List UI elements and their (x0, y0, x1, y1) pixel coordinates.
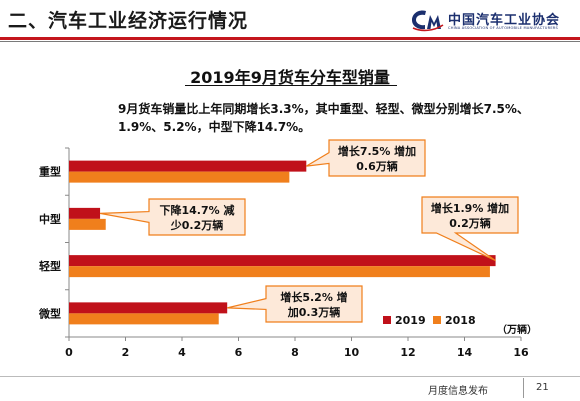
summary-text: 9月货车销量比上年同期增长3.3%，其中重型、轻型、微型分别增长7.5%、1.9… (118, 102, 529, 134)
x-axis-unit: （万辆） (497, 323, 537, 336)
category-label: 轻型 (39, 259, 61, 273)
annotation-text: 增长1.9% 增加 (431, 201, 509, 215)
bar-2019 (69, 302, 228, 314)
header-rule-thin (0, 41, 580, 42)
logo: 中国汽车工业协会 CHINA ASSOCIATION OF AUTOMOBILE… (410, 8, 578, 34)
category-label: 微型 (38, 306, 61, 320)
x-tick-label: 0 (65, 346, 73, 359)
footer-label: 月度信息发布 (428, 386, 488, 397)
legend-label-2018: 2018 (445, 314, 476, 327)
caam-logo-icon (412, 10, 444, 32)
logo-text: 中国汽车工业协会 (448, 13, 561, 28)
annotation-callout (227, 285, 363, 323)
bar-2018 (69, 313, 219, 325)
legend-label-2019: 2019 (395, 314, 426, 327)
header-rule (0, 37, 580, 40)
legend-swatch-2019 (383, 316, 391, 324)
bar-2018 (69, 171, 290, 183)
x-tick-label: 2 (122, 346, 130, 359)
x-tick-label: 8 (291, 346, 299, 359)
footer-separator (523, 378, 524, 398)
chart-title: 2019年9月货车分车型销量 (190, 68, 390, 87)
annotation-text: 加0.3万辆 (287, 305, 341, 319)
annotation-callout (421, 196, 519, 262)
annotation-callout (99, 198, 246, 236)
annotation-text: 增长7.5% 增加 (338, 144, 416, 158)
x-tick-label: 4 (178, 346, 186, 359)
annotation-text: 少0.2万辆 (170, 218, 224, 232)
x-tick-label: 6 (235, 346, 243, 359)
bar-2018 (69, 266, 490, 278)
x-tick-label: 10 (344, 346, 360, 359)
annotation-text: 0.6万辆 (356, 159, 398, 173)
bar-2019 (69, 207, 101, 219)
chart-title-underline (185, 85, 397, 86)
x-tick-label: 16 (513, 346, 529, 359)
x-tick-label: 14 (457, 346, 473, 359)
annotation-text: 增长5.2% 增 (280, 290, 347, 304)
x-tick-label: 12 (400, 346, 415, 359)
legend-swatch-2018 (433, 316, 441, 324)
logo-subtext: CHINA ASSOCIATION OF AUTOMOBILE MANUFACT… (448, 26, 558, 30)
footer-rule (0, 376, 580, 377)
annotation-text: 下降14.7% 减 (160, 203, 235, 217)
annotation-text: 0.2万辆 (449, 216, 491, 230)
bar-2019 (69, 160, 307, 172)
page-number: 21 (536, 382, 549, 393)
bar-2019 (69, 255, 496, 267)
category-label: 重型 (39, 165, 61, 179)
bar-2018 (69, 218, 106, 230)
category-label: 中型 (39, 212, 61, 226)
annotation-callout (305, 139, 426, 177)
section-title: 二、汽车工业经济运行情况 (8, 10, 249, 32)
